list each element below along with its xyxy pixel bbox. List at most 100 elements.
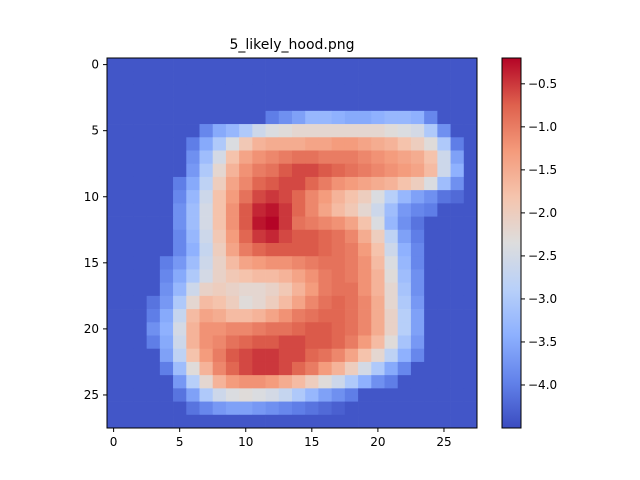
heatmap-cell — [212, 124, 227, 138]
heatmap-cell — [265, 203, 280, 217]
heatmap-cell — [305, 322, 319, 336]
heatmap-cell — [305, 176, 319, 191]
heatmap-cell — [450, 322, 465, 336]
heatmap-cell — [450, 335, 465, 350]
heatmap-cell — [463, 163, 478, 178]
heatmap-cell — [107, 216, 121, 231]
heatmap-cell — [358, 71, 372, 85]
heatmap-cell — [344, 269, 359, 283]
y-tick-label: 20 — [84, 322, 99, 336]
heatmap-cell — [331, 401, 346, 416]
heatmap-cell — [437, 150, 451, 165]
heatmap-cell — [107, 348, 121, 363]
heatmap-cell — [384, 348, 399, 363]
heatmap-cell — [305, 229, 319, 244]
heatmap-cell — [424, 414, 438, 429]
heatmap-cell — [199, 414, 214, 429]
heatmap-cell — [437, 269, 451, 283]
heatmap-cell — [397, 97, 412, 112]
heatmap-cell — [133, 361, 147, 376]
heatmap-cell — [463, 361, 478, 376]
heatmap-cell — [344, 58, 359, 72]
heatmap-cell — [252, 110, 266, 125]
heatmap-cell — [173, 375, 187, 389]
heatmap-cell — [225, 71, 240, 85]
heatmap-cell — [199, 190, 214, 204]
heatmap-cell — [384, 137, 399, 151]
heatmap-cell — [225, 97, 240, 112]
heatmap-cell — [384, 282, 399, 297]
heatmap-cell — [424, 150, 438, 165]
heatmap-cell — [146, 84, 161, 98]
heatmap-cell — [146, 256, 161, 270]
heatmap-cell — [239, 335, 253, 350]
heatmap-cell — [107, 229, 121, 244]
heatmap-cell — [450, 414, 465, 429]
heatmap-cell — [252, 71, 266, 85]
heatmap-cell — [120, 309, 134, 323]
heatmap-cell — [318, 243, 332, 257]
heatmap-cell — [159, 375, 174, 389]
heatmap-cell — [146, 58, 161, 72]
heatmap-cell — [344, 190, 359, 204]
heatmap-cell — [265, 58, 280, 72]
heatmap-cell — [265, 295, 280, 310]
heatmap-cell — [186, 269, 200, 283]
heatmap-cell — [344, 282, 359, 297]
heatmap-cell — [278, 256, 293, 270]
heatmap-cell — [159, 216, 174, 231]
heatmap-cell — [225, 335, 240, 350]
heatmap-cell — [450, 388, 465, 402]
heatmap-cell — [450, 97, 465, 112]
heatmap-cell — [225, 110, 240, 125]
heatmap-cell — [463, 401, 478, 416]
heatmap-cell — [212, 414, 227, 429]
heatmap-cell — [212, 110, 227, 125]
heatmap-cell — [120, 71, 134, 85]
heatmap-cell — [463, 150, 478, 165]
heatmap-cell — [437, 176, 451, 191]
heatmap-cell — [292, 269, 306, 283]
heatmap-cell — [173, 243, 187, 257]
heatmap-cell — [305, 137, 319, 151]
heatmap-cell — [463, 375, 478, 389]
heatmap-cell — [424, 282, 438, 297]
heatmap-cell — [344, 335, 359, 350]
heatmap-cell — [159, 309, 174, 323]
heatmap-cell — [437, 84, 451, 98]
y-tick-label: 10 — [84, 190, 99, 204]
heatmap-cell — [159, 243, 174, 257]
heatmap-cell — [159, 163, 174, 178]
heatmap-cell — [159, 97, 174, 112]
heatmap-cell — [358, 295, 372, 310]
heatmap-cell — [292, 229, 306, 244]
heatmap-cell — [410, 176, 425, 191]
heatmap-cell — [225, 203, 240, 217]
heatmap-cell — [186, 163, 200, 178]
heatmap-cell — [344, 322, 359, 336]
heatmap-cell — [358, 110, 372, 125]
heatmap-cell — [318, 256, 332, 270]
heatmap-cell — [252, 84, 266, 98]
heatmap-cell — [173, 58, 187, 72]
heatmap-cell — [424, 216, 438, 231]
heatmap-cell — [331, 348, 346, 363]
heatmap-cell — [410, 295, 425, 310]
heatmap-cell — [186, 150, 200, 165]
heatmap-cell — [252, 401, 266, 416]
heatmap-cell — [292, 163, 306, 178]
heatmap-cell — [410, 243, 425, 257]
y-tick-label: 25 — [84, 388, 99, 402]
heatmap-cell — [397, 243, 412, 257]
heatmap-cell — [292, 361, 306, 376]
heatmap-cell — [397, 176, 412, 191]
heatmap-cell — [133, 401, 147, 416]
heatmap-cell — [159, 335, 174, 350]
heatmap-cell — [278, 58, 293, 72]
heatmap-cell — [384, 361, 399, 376]
heatmap-cell — [252, 295, 266, 310]
heatmap-cell — [463, 203, 478, 217]
heatmap-cell — [199, 163, 214, 178]
heatmap-cell — [331, 295, 346, 310]
heatmap-cell — [305, 203, 319, 217]
